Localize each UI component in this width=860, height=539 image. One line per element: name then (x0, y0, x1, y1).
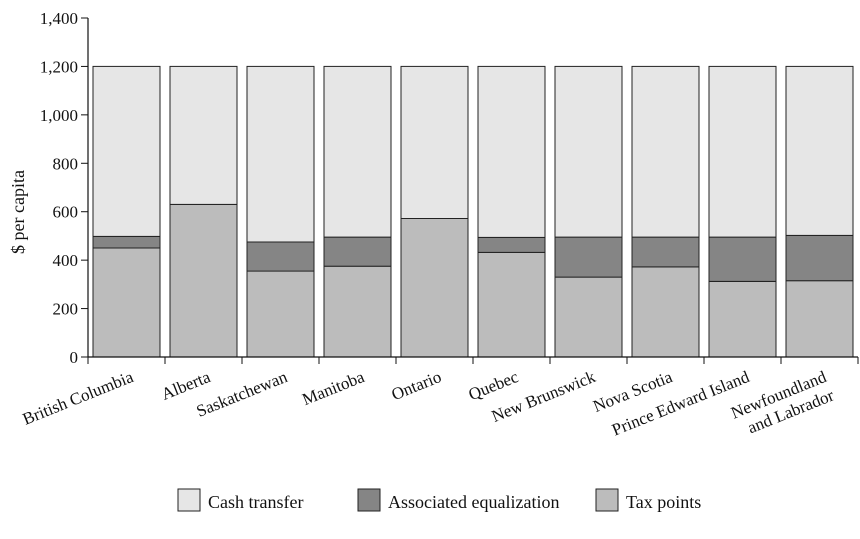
bar-cash-transfer-manitoba (323, 65, 392, 238)
bar-associated-equalization-prince-edward-island (708, 236, 777, 282)
y-axis-title: $ per capita (8, 170, 28, 254)
x-tick-label-line: British Columbia (20, 367, 137, 429)
bar-tax-points-quebec (477, 251, 546, 358)
legend-label-associated-equalization: Associated equalization (388, 492, 559, 512)
x-tick-label-line: Manitoba (299, 367, 367, 409)
bar-associated-equalization-newfoundland-and-labrador (785, 234, 854, 282)
legend-label-tax-points: Tax points (626, 492, 701, 512)
bar-associated-equalization-manitoba (323, 236, 392, 267)
legend-swatch-cash-transfer (177, 488, 201, 512)
y-tick-label: 400 (53, 251, 79, 270)
bar-tax-points-saskatchewan (246, 270, 315, 358)
bar-tax-points-manitoba (323, 265, 392, 358)
bar-tax-points-new-brunswick (554, 276, 623, 358)
bars-layer (92, 65, 854, 358)
y-tick-label: 800 (53, 154, 79, 173)
bar-cash-transfer-saskatchewan (246, 65, 315, 243)
legend-swatch-tax-points (595, 488, 619, 512)
bar-cash-transfer-nova-scotia (631, 65, 700, 238)
bar-cash-transfer-prince-edward-island (708, 65, 777, 238)
bar-cash-transfer-alberta (169, 65, 238, 205)
bar-cash-transfer-new-brunswick (554, 65, 623, 238)
y-tick-label: 0 (70, 348, 79, 367)
x-tick-label-manitoba: Manitoba (299, 367, 367, 409)
y-tick-label: 1,200 (40, 57, 78, 76)
bar-tax-points-nova-scotia (631, 266, 700, 358)
legend-swatch-associated-equalization (357, 488, 381, 512)
bar-associated-equalization-saskatchewan (246, 241, 315, 272)
bar-cash-transfer-ontario (400, 65, 469, 220)
bar-tax-points-alberta (169, 203, 238, 358)
bar-cash-transfer-quebec (477, 65, 546, 238)
bar-cash-transfer-british-columbia (92, 65, 161, 237)
bar-tax-points-ontario (400, 218, 469, 358)
legend: Cash transfer Associated equalization Tax … (177, 488, 701, 512)
bar-associated-equalization-new-brunswick (554, 236, 623, 278)
x-tick-label-ontario: Ontario (389, 367, 444, 404)
y-tick-label: 1,400 (40, 9, 78, 28)
bar-associated-equalization-quebec (477, 236, 546, 253)
bar-tax-points-newfoundland-and-labrador (785, 280, 854, 358)
axis-layer: 0 200 400 600 800 1,000 1,200 1,400 (40, 9, 859, 367)
x-tick-label-line: Ontario (389, 367, 444, 404)
y-tick-label: 200 (53, 300, 79, 319)
bar-cash-transfer-newfoundland-and-labrador (785, 65, 854, 236)
bar-associated-equalization-nova-scotia (631, 236, 700, 268)
bar-associated-equalization-british-columbia (92, 235, 161, 249)
y-tick-label: 600 (53, 203, 79, 222)
x-tick-label-british-columbia: British Columbia (20, 367, 137, 429)
bar-tax-points-british-columbia (92, 247, 161, 358)
y-tick-label: 1,000 (40, 106, 78, 125)
bar-tax-points-prince-edward-island (708, 281, 777, 358)
legend-label-cash-transfer: Cash transfer (208, 492, 303, 512)
